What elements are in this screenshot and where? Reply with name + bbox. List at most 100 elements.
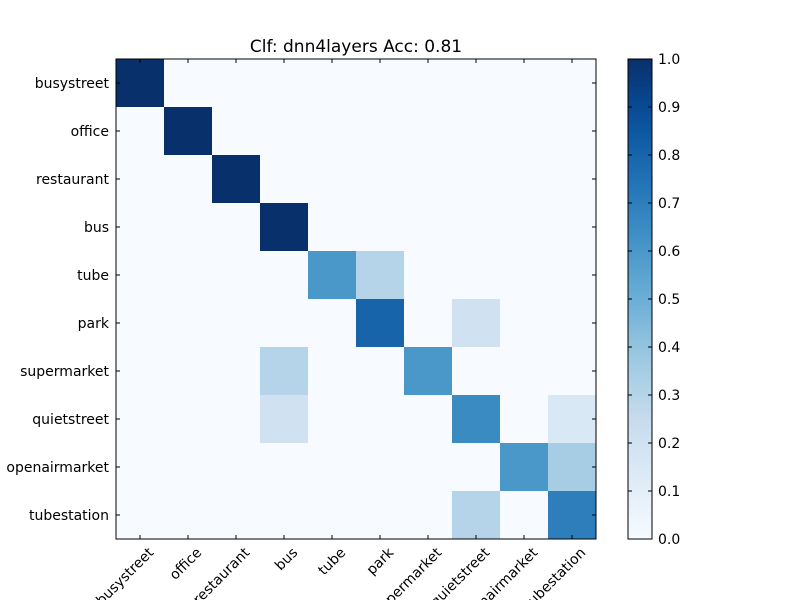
colorbar-tick-label: 0.0 [658, 532, 680, 548]
matrix-cell [500, 155, 549, 204]
matrix-cell [116, 491, 165, 540]
matrix-cell [548, 107, 597, 156]
colorbar-tick-label: 0.7 [658, 196, 680, 212]
matrix-cell [404, 491, 453, 540]
matrix-cell [212, 107, 261, 156]
matrix-cell [452, 203, 501, 252]
matrix-cell [164, 347, 213, 396]
matrix-cell [356, 347, 405, 396]
matrix-cell [164, 299, 213, 348]
matrix-cell [212, 251, 261, 300]
matrix-cell [548, 491, 597, 540]
matrix-cell [500, 203, 549, 252]
matrix-cell [548, 299, 597, 348]
matrix-cell [404, 299, 453, 348]
x-tick-label: tube [315, 545, 349, 579]
matrix-cell [164, 155, 213, 204]
colorbar-tick-label: 0.6 [658, 244, 680, 260]
matrix-cell [452, 107, 501, 156]
matrix-cells [116, 59, 597, 540]
y-tick-label: tube [77, 268, 109, 284]
matrix-cell [452, 251, 501, 300]
matrix-cell [548, 395, 597, 444]
matrix-cell [260, 299, 309, 348]
matrix-cell [212, 155, 261, 204]
matrix-cell [356, 155, 405, 204]
colorbar-tick-label: 0.8 [658, 148, 680, 164]
axis-ticks [116, 59, 596, 539]
plot-frame [115, 58, 597, 540]
matrix-cell [452, 347, 501, 396]
matrix-cell [356, 395, 405, 444]
matrix-cell [308, 203, 357, 252]
matrix-cell [404, 59, 453, 108]
matrix-cell [404, 107, 453, 156]
matrix-cell [260, 395, 309, 444]
x-tick-label: office [167, 545, 205, 583]
matrix-cell [308, 443, 357, 492]
colorbar: 0.0 0.1 0.2 0.3 0.4 0.5 0.6 0.7 0.8 0.9 1.0 [627, 52, 680, 548]
matrix-cell [308, 491, 357, 540]
matrix-cell [500, 443, 549, 492]
matrix-cell [452, 443, 501, 492]
colorbar-tick-label: 0.5 [658, 292, 680, 308]
matrix-cell [404, 155, 453, 204]
matrix-cell [356, 203, 405, 252]
matrix-cell [260, 347, 309, 396]
matrix-cell [260, 59, 309, 108]
matrix-cell [500, 491, 549, 540]
y-tick-label: restaurant [36, 172, 110, 188]
matrix-cell [548, 251, 597, 300]
matrix-cell [452, 491, 501, 540]
matrix-cell [548, 155, 597, 204]
matrix-cell [452, 59, 501, 108]
matrix-cell [212, 203, 261, 252]
matrix-cell [308, 155, 357, 204]
x-tick-label: bus [272, 545, 301, 574]
matrix-cell [452, 299, 501, 348]
matrix-cell [548, 443, 597, 492]
matrix-cell [404, 203, 453, 252]
matrix-cell [164, 59, 213, 108]
colorbar-tick-label: 0.2 [658, 436, 680, 452]
matrix-cell [308, 251, 357, 300]
matrix-cell [164, 251, 213, 300]
matrix-cell [308, 59, 357, 108]
matrix-cell [404, 251, 453, 300]
matrix-cell [212, 299, 261, 348]
matrix-cell [116, 155, 165, 204]
matrix-cell [116, 299, 165, 348]
matrix-cell [500, 59, 549, 108]
matrix-cell [452, 395, 501, 444]
y-tick-label: office [71, 124, 109, 140]
matrix-cell [500, 251, 549, 300]
matrix-cell [212, 59, 261, 108]
matrix-cell [548, 347, 597, 396]
matrix-cell [212, 443, 261, 492]
matrix-cell [548, 59, 597, 108]
matrix-cell [500, 395, 549, 444]
matrix-cell [164, 395, 213, 444]
y-tick-label: quietstreet [32, 412, 109, 428]
matrix-cell [116, 251, 165, 300]
chart-title: Clf: dnn4layers Acc: 0.81 [250, 37, 462, 57]
matrix-cell [308, 299, 357, 348]
matrix-cell [308, 395, 357, 444]
colorbar-tick-label: 0.4 [658, 340, 680, 356]
matrix-cell [260, 443, 309, 492]
x-tick-label: busystreet [93, 545, 157, 600]
y-tick-label: supermarket [20, 364, 109, 380]
colorbar-tick-label: 0.9 [658, 100, 680, 116]
matrix-cell [212, 347, 261, 396]
matrix-cell [404, 347, 453, 396]
matrix-cell [260, 251, 309, 300]
matrix-cell [260, 203, 309, 252]
matrix-cell [356, 251, 405, 300]
matrix-cell [212, 491, 261, 540]
colorbar-tick-label: 0.1 [658, 484, 680, 500]
matrix-cell [452, 155, 501, 204]
matrix-cell [356, 443, 405, 492]
matrix-cell [308, 347, 357, 396]
